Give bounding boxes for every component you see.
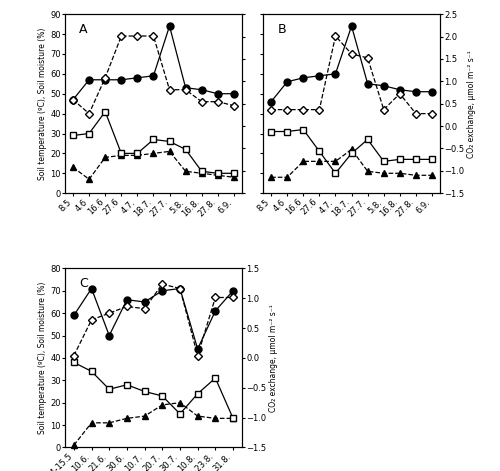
Y-axis label: CO₂ exchange, µmol m⁻² s⁻¹: CO₂ exchange, µmol m⁻² s⁻¹ <box>467 50 476 157</box>
Text: A: A <box>79 23 88 36</box>
Y-axis label: Soil temperature (ºC), Soil moisture (%): Soil temperature (ºC), Soil moisture (%) <box>38 282 48 434</box>
Y-axis label: CO₂ exchange, µmol m⁻² s⁻¹: CO₂ exchange, µmol m⁻² s⁻¹ <box>269 304 278 412</box>
Y-axis label: Soil temperature (ºC), Soil moisture (%): Soil temperature (ºC), Soil moisture (%) <box>38 27 48 180</box>
Text: B: B <box>278 23 286 36</box>
Text: C: C <box>79 277 88 290</box>
